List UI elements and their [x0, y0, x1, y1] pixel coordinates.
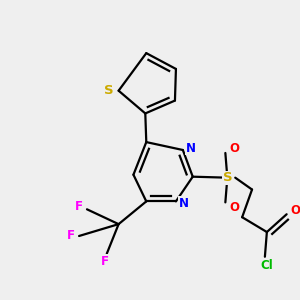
Text: S: S: [104, 84, 113, 97]
Text: F: F: [101, 255, 109, 268]
Text: F: F: [75, 200, 83, 213]
Text: O: O: [229, 142, 239, 154]
Text: F: F: [67, 230, 75, 242]
Text: O: O: [290, 204, 300, 217]
Text: N: N: [179, 197, 189, 210]
Text: N: N: [186, 142, 196, 154]
Text: O: O: [229, 201, 239, 214]
Text: Cl: Cl: [260, 259, 273, 272]
Text: S: S: [223, 171, 232, 184]
